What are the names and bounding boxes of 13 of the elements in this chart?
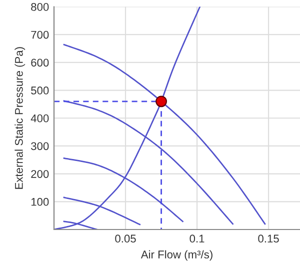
y-tick-label: 300 [31,142,49,150]
y-tick-label: 700 [31,30,49,39]
x-tick-label: 0.1 [190,234,204,243]
y-tick-label: 500 [31,86,49,94]
x-tick-label: 0.15 [258,234,279,243]
x-tick-label: 0.05 [115,234,136,243]
y-tick-label: 800 [31,3,49,11]
y-tick-label: 200 [31,170,49,178]
y-tick-label: 600 [31,58,49,67]
x-axis-title: Air Flow (m³/s) [140,250,212,261]
y-tick-label: 400 [30,114,49,122]
y-axis-title: External Static Pressure (Pa) [14,47,26,189]
y-tick-label: 100 [31,198,49,206]
